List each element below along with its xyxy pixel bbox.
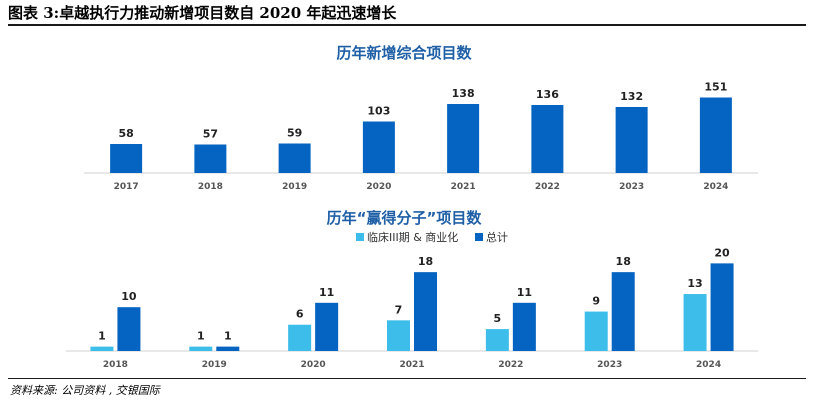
chart-new-projects: 历年新增综合项目数 58 2017 57 2018 59 2019 103 2020 138 20… [84,44,758,192]
chart2-bar-s2-2018 [117,307,141,351]
chart2-value-label-s1-2019: 1 [197,330,205,343]
chart2-tick-label-2021: 2021 [399,360,424,370]
chart2-value-label-s1-2020: 6 [296,308,304,321]
chart2-bar-s2-2021 [414,272,437,351]
chart1-value-label-2023: 132 [620,90,643,103]
chart2-value-label-s1-2023: 9 [592,295,600,308]
chart1-bar-2019 [278,143,311,173]
chart1-bar-2022 [531,105,564,173]
bottom-rule [8,378,806,379]
chart2-value-label-s2-2018: 10 [121,290,137,303]
chart2-tick-label-2024: 2024 [696,360,721,370]
chart1-tick-label-2022: 2022 [535,182,560,192]
figure-title: 图表 3:卓越执行力推动新增项目数自 2020 年起迅速增长 [8,4,397,22]
chart2-bar-s1-2019 [189,346,213,351]
chart2-bar-s2-2020 [315,302,339,351]
chart1-tick-label-2023: 2023 [619,182,644,192]
chart2-tick-label-2020: 2020 [301,360,326,370]
chart1-bar-2024 [699,97,732,173]
chart1-value-label-2022: 136 [536,88,559,101]
chart1-tick-label-2020: 2020 [366,182,391,192]
chart2-bar-s2-2019 [216,346,240,351]
chart2-bar-s1-2024 [683,294,707,351]
legend-swatch-series-2 [475,233,483,241]
chart1-tick-label-2017: 2017 [114,182,139,192]
chart2-value-label-s2-2023: 18 [616,255,631,268]
chart2-tick-label-2018: 2018 [103,360,128,370]
chart1-value-label-2017: 58 [118,127,133,140]
chart2-bar-s1-2022 [485,329,509,351]
chart2-bar-s2-2022 [512,302,536,351]
chart2-bar-s1-2018 [90,346,114,351]
chart1-title: 历年新增综合项目数 [336,44,472,62]
chart2-bar-s1-2020 [288,324,312,351]
chart2-legend: 临床III期 & 商业化 总计 [356,230,508,244]
chart1-bar-2018 [194,144,227,173]
legend-label-series-2: 总计 [486,230,508,244]
chart2-value-label-s1-2022: 5 [494,312,502,325]
chart2-value-label-s2-2019: 1 [224,330,232,343]
chart1-value-label-2020: 103 [367,105,390,118]
chart1-bar-2023 [615,107,648,173]
chart1-bar-2017 [110,144,143,173]
chart1-value-label-2024: 151 [704,81,727,94]
chart2-title: 历年“赢得分子”项目数 [327,209,483,227]
chart1-value-label-2018: 57 [203,128,218,141]
charts-canvas: 历年新增综合项目数 582017572018592019103202013820… [66,44,758,370]
chart2-tick-label-2023: 2023 [597,360,622,370]
chart2-tick-label-2022: 2022 [498,360,523,370]
chart2-value-label-s2-2020: 11 [319,286,334,299]
chart1-tick-label-2019: 2019 [282,182,307,192]
chart2-value-label-s1-2018: 1 [98,330,106,343]
chart2-value-label-s2-2024: 20 [714,246,730,259]
chart2-bar-s2-2023 [611,272,635,351]
chart1-value-label-2019: 59 [287,127,302,140]
chart2-value-label-s2-2021: 18 [418,255,433,268]
chart2-tick-label-2019: 2019 [202,360,227,370]
chart2-bar-s1-2021 [387,320,410,351]
legend-swatch-series-1 [356,233,364,241]
chart2-value-label-s2-2022: 11 [517,286,532,299]
chart1-value-label-2021: 138 [452,87,475,100]
chart2-bar-s2-2024 [710,263,734,351]
legend-label-series-1: 临床III期 & 商业化 [367,230,458,244]
chart1-bar-2020 [362,121,395,173]
source-note: 资料来源: 公司资料 , 交银国际 [10,384,160,397]
chart2-bar-s1-2023 [584,311,608,351]
top-rule [8,24,806,26]
chart2-value-label-s1-2024: 13 [687,277,702,290]
chart2-value-label-s1-2021: 7 [395,303,403,316]
chart1-tick-label-2021: 2021 [451,182,476,192]
chart1-tick-label-2018: 2018 [198,182,223,192]
chart1-tick-label-2024: 2024 [703,182,728,192]
chart1-bar-2021 [447,104,480,173]
